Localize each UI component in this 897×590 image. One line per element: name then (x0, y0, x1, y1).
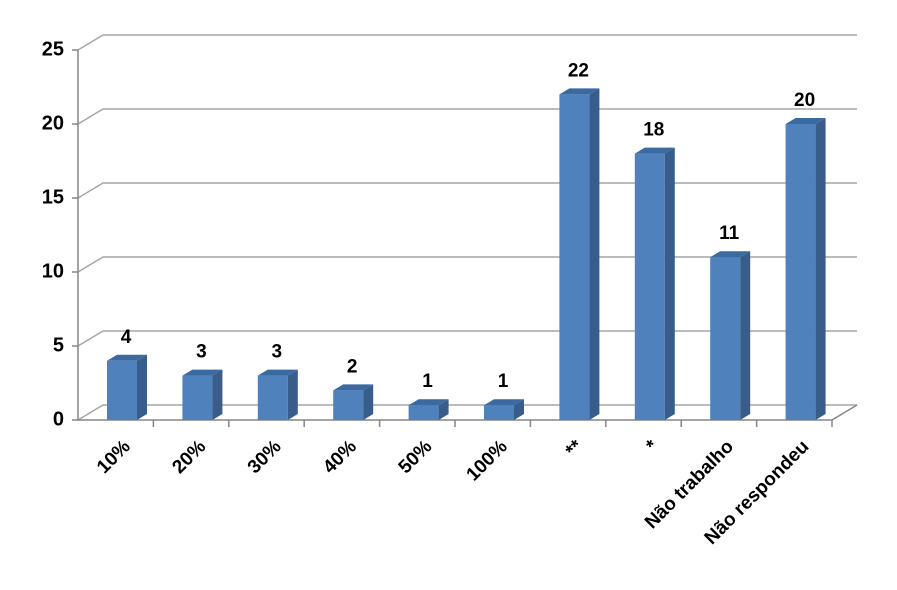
bar (634, 147, 675, 420)
data-label: 1 (422, 371, 433, 392)
bar-top (559, 88, 600, 95)
bar-front (484, 405, 514, 420)
bar-front (559, 94, 590, 421)
data-label: 3 (196, 342, 207, 363)
data-label: 22 (568, 60, 589, 81)
bar (182, 369, 223, 420)
y-tick-label: 10 (42, 260, 64, 282)
x-tick-label: 100% (463, 436, 512, 485)
bar-front (107, 360, 137, 420)
data-label: 11 (719, 223, 740, 244)
bar-top (333, 384, 374, 391)
x-tick-label: ** (562, 436, 588, 462)
data-label: 20 (794, 90, 815, 111)
bar-side (438, 399, 449, 420)
bar-front (333, 390, 364, 420)
bar (257, 369, 298, 420)
bar-side (363, 384, 374, 420)
bar-side (664, 147, 675, 420)
bar-side (815, 118, 826, 420)
x-tick-label: 10% (93, 436, 135, 478)
bar (107, 354, 147, 420)
y-tick-label: 15 (42, 186, 64, 208)
data-label: 2 (347, 356, 358, 377)
data-label: 1 (498, 371, 509, 392)
bar-top (408, 399, 449, 406)
bar-side (740, 251, 751, 420)
grid-line (77, 34, 857, 51)
data-label: 3 (272, 342, 283, 363)
x-tick-label: 50% (395, 436, 437, 478)
bar-front (408, 405, 439, 420)
bar-front (634, 153, 665, 420)
bar-side (287, 369, 298, 420)
data-label: 4 (121, 327, 132, 348)
x-tick-label: 20% (168, 436, 210, 478)
bar-top (710, 251, 751, 258)
y-tick-label: 5 (53, 334, 64, 356)
grid-line (77, 182, 857, 199)
bar-front (710, 257, 741, 420)
grid-line (77, 256, 857, 273)
bar-side (589, 88, 600, 421)
bar (710, 251, 751, 420)
grid-line (77, 404, 857, 421)
data-label: 18 (643, 120, 664, 141)
y-tick-label: 25 (42, 38, 64, 60)
bar-top (107, 354, 147, 361)
bar (333, 384, 374, 420)
y-tick-label: 20 (42, 112, 64, 134)
bar-top (182, 369, 223, 376)
x-tick-label: 30% (244, 436, 286, 478)
bar (408, 399, 449, 420)
x-tick-label: * (642, 436, 663, 457)
bar-front (182, 375, 213, 420)
bar-side (514, 399, 524, 420)
grid-line (77, 108, 857, 125)
bar (484, 399, 524, 420)
bar (559, 88, 600, 421)
bar (785, 118, 826, 420)
bar-side (137, 354, 147, 420)
bar-front (785, 124, 816, 420)
bar-front (257, 375, 288, 420)
bar-top (785, 118, 826, 124)
y-tick-label: 0 (53, 408, 64, 430)
bar-side (212, 369, 223, 420)
grid-line (77, 330, 857, 347)
bar-top (484, 399, 524, 406)
bar-top (634, 147, 675, 154)
x-tick-label: 40% (319, 436, 361, 478)
bar-top (257, 369, 298, 376)
